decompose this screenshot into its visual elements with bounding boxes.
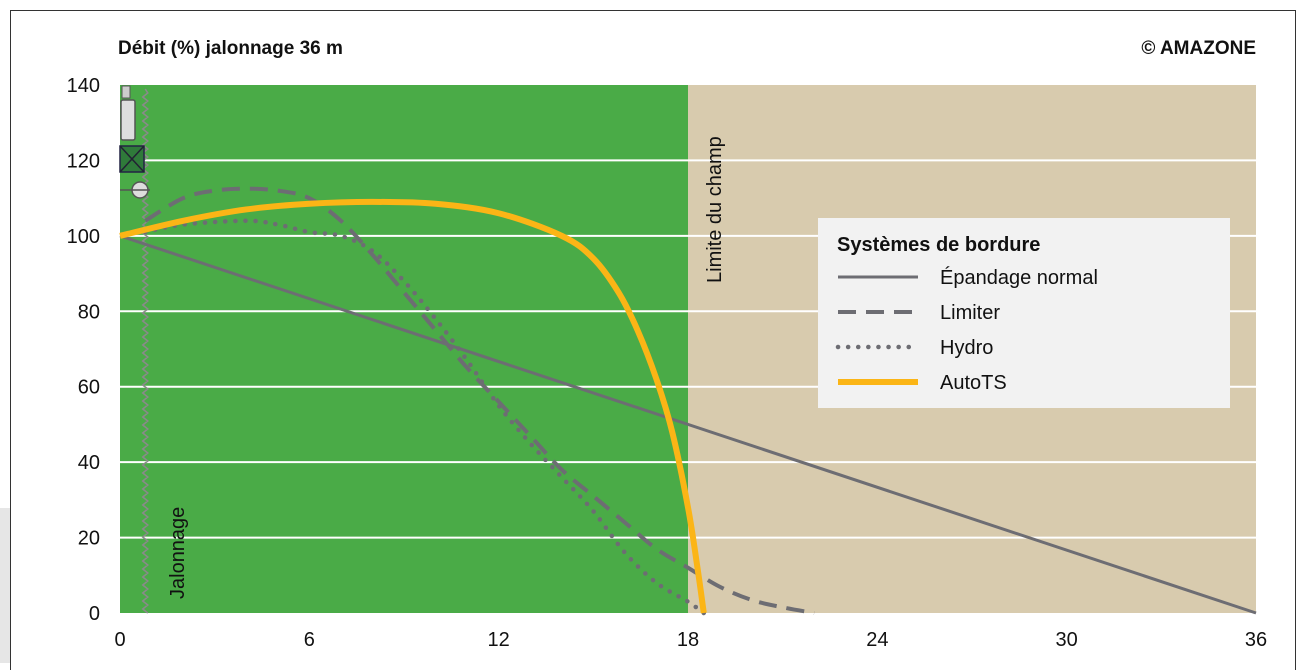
x-tick-label: 12 [488,629,510,651]
y-tick-label: 100 [67,226,100,248]
y-tick-label: 80 [78,301,100,323]
copyright-label: © AMAZONE [1141,38,1256,59]
chart-title: Débit (%) jalonnage 36 m [118,38,343,59]
x-tick-label: 18 [677,629,699,651]
field-region [120,85,688,613]
x-tick-label: 6 [304,629,315,651]
y-tick-label: 140 [67,75,100,97]
left-edge-tab [0,508,10,663]
x-tick-label: 30 [1056,629,1078,651]
field-limit-label: Limite du champ [704,136,726,283]
tramline-marker [141,88,150,614]
y-tick-label: 60 [78,377,100,399]
series-line-hydro [142,218,707,616]
legend-label: AutoTS [940,372,1007,394]
series-line-limiter [144,186,815,615]
legend-label: Hydro [940,337,993,359]
x-tick-label: 36 [1245,629,1267,651]
spreader-machine-icon [119,85,150,199]
series-line--pandage-normal [119,234,1257,615]
legend-label: Épandage normal [940,266,1098,289]
x-tick-label: 0 [114,629,125,651]
series-line-autots [119,198,707,614]
legend-label: Limiter [940,302,1000,324]
tramline-label: Jalonnage [167,507,189,599]
legend-title: Systèmes de bordure [837,234,1040,256]
y-tick-label: 120 [67,150,100,172]
y-tick-label: 40 [78,452,100,474]
y-tick-label: 20 [78,528,100,550]
legend-background [818,218,1230,408]
legend: Systèmes de bordure Épandage normal Limit… [818,218,1230,408]
x-tick-label: 24 [866,629,888,651]
y-tick-label: 0 [89,603,100,625]
